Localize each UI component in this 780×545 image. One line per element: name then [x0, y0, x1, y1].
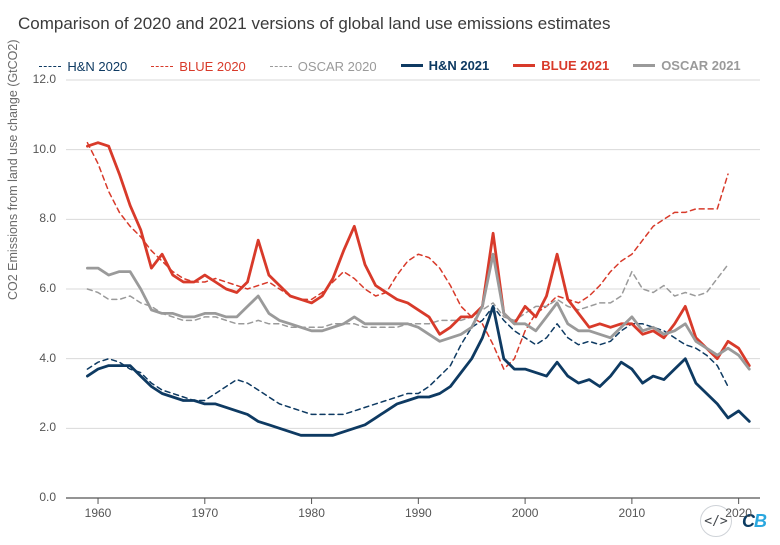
cb-logo-b: B	[754, 511, 766, 531]
y-tick-label: 2.0	[26, 420, 56, 434]
x-tick-label: 1960	[85, 506, 112, 520]
series-oscar2021	[87, 254, 749, 369]
line-chart	[0, 0, 780, 545]
x-tick-label: 2010	[619, 506, 646, 520]
y-tick-label: 12.0	[26, 72, 56, 86]
x-tick-label: 1980	[298, 506, 325, 520]
x-tick-label: 2000	[512, 506, 539, 520]
y-tick-label: 4.0	[26, 351, 56, 365]
y-tick-label: 0.0	[26, 490, 56, 504]
x-tick-label: 1970	[191, 506, 218, 520]
y-tick-label: 6.0	[26, 281, 56, 295]
x-tick-label: 1990	[405, 506, 432, 520]
y-tick-label: 10.0	[26, 142, 56, 156]
embed-icon: </>	[704, 514, 727, 529]
x-tick-label: 2020	[725, 506, 752, 520]
y-tick-label: 8.0	[26, 211, 56, 225]
series-blue2020	[87, 143, 728, 369]
